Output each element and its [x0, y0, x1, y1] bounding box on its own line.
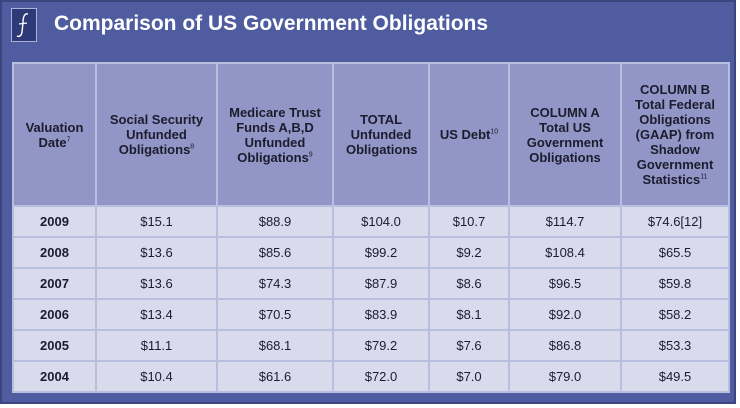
header-valuation-date: Valuation Date7 — [12, 62, 97, 207]
table-row: 2004 $10.4 $61.6 $72.0 $7.0 $79.0 $49.5 — [12, 360, 730, 393]
cell-us-debt: $10.7 — [428, 205, 510, 238]
cell-total-unfunded: $72.0 — [332, 360, 430, 393]
header-row: Valuation Date7 Social Security Unfunded… — [12, 62, 730, 207]
cell-column-b: $58.2 — [620, 298, 730, 331]
cell-column-a: $92.0 — [508, 298, 622, 331]
cell-us-debt: $9.2 — [428, 236, 510, 269]
cell-medicare: $85.6 — [216, 236, 334, 269]
cell-medicare: $68.1 — [216, 329, 334, 362]
obligations-table: Valuation Date7 Social Security Unfunded… — [12, 62, 730, 393]
obligations-table-container: Valuation Date7 Social Security Unfunded… — [12, 62, 730, 398]
cell-us-debt: $7.0 — [428, 360, 510, 393]
cell-us-debt: $8.6 — [428, 267, 510, 300]
header-us-debt: US Debt10 — [428, 62, 510, 207]
cell-column-a: $79.0 — [508, 360, 622, 393]
header-social-security: Social Security Unfunded Obligations8 — [95, 62, 218, 207]
cell-column-b: $74.6[12] — [620, 205, 730, 238]
cell-social-security: $13.6 — [95, 267, 218, 300]
cell-valuation-date: 2006 — [12, 298, 97, 331]
cell-total-unfunded: $79.2 — [332, 329, 430, 362]
cell-valuation-date: 2009 — [12, 205, 97, 238]
header-column-a: COLUMN A Total US Government Obligations — [508, 62, 622, 207]
cell-social-security: $11.1 — [95, 329, 218, 362]
cell-total-unfunded: $87.9 — [332, 267, 430, 300]
cell-social-security: $10.4 — [95, 360, 218, 393]
script-f-logo-icon — [11, 8, 37, 42]
cell-medicare: $88.9 — [216, 205, 334, 238]
cell-column-a: $114.7 — [508, 205, 622, 238]
cell-social-security: $13.4 — [95, 298, 218, 331]
header-medicare: Medicare Trust Funds A,B,D Unfunded Obli… — [216, 62, 334, 207]
table-row: 2007 $13.6 $74.3 $87.9 $8.6 $96.5 $59.8 — [12, 267, 730, 300]
cell-column-a: $86.8 — [508, 329, 622, 362]
table-row: 2008 $13.6 $85.6 $99.2 $9.2 $108.4 $65.5 — [12, 236, 730, 269]
cell-social-security: $15.1 — [95, 205, 218, 238]
cell-total-unfunded: $83.9 — [332, 298, 430, 331]
table-row: 2009 $15.1 $88.9 $104.0 $10.7 $114.7 $74.6[12] — [12, 205, 730, 238]
cell-social-security: $13.6 — [95, 236, 218, 269]
cell-valuation-date: 2004 — [12, 360, 97, 393]
table-body: 2009 $15.1 $88.9 $104.0 $10.7 $114.7 $74.6[12]… — [12, 205, 730, 393]
cell-column-b: $53.3 — [620, 329, 730, 362]
cell-medicare: $70.5 — [216, 298, 334, 331]
table-row: 2006 $13.4 $70.5 $83.9 $8.1 $92.0 $58.2 — [12, 298, 730, 331]
cell-valuation-date: 2005 — [12, 329, 97, 362]
cell-total-unfunded: $99.2 — [332, 236, 430, 269]
cell-total-unfunded: $104.0 — [332, 205, 430, 238]
header-total-unfunded: TOTAL Unfunded Obligations — [332, 62, 430, 207]
cell-column-b: $65.5 — [620, 236, 730, 269]
cell-us-debt: $8.1 — [428, 298, 510, 331]
cell-us-debt: $7.6 — [428, 329, 510, 362]
cell-column-a: $96.5 — [508, 267, 622, 300]
cell-valuation-date: 2007 — [12, 267, 97, 300]
cell-column-b: $59.8 — [620, 267, 730, 300]
table-row: 2005 $11.1 $68.1 $79.2 $7.6 $86.8 $53.3 — [12, 329, 730, 362]
cell-column-b: $49.5 — [620, 360, 730, 393]
cell-valuation-date: 2008 — [12, 236, 97, 269]
header-column-b: COLUMN B Total Federal Obligations (GAAP… — [620, 62, 730, 207]
cell-medicare: $74.3 — [216, 267, 334, 300]
cell-medicare: $61.6 — [216, 360, 334, 393]
page-title: Comparison of US Government Obligations — [54, 12, 489, 35]
cell-column-a: $108.4 — [508, 236, 622, 269]
